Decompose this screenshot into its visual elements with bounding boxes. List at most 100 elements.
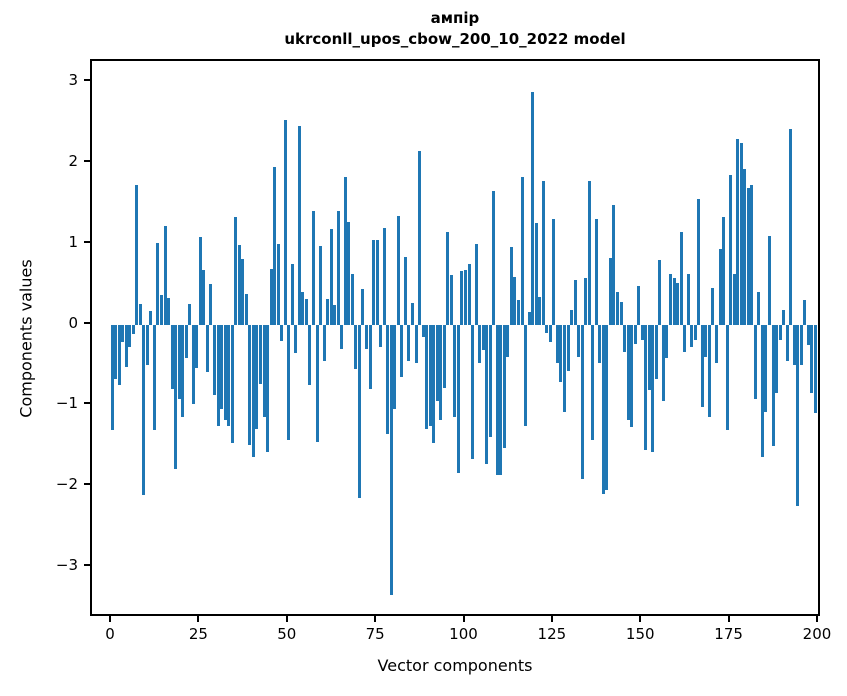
bar xyxy=(562,324,566,412)
bar xyxy=(725,324,729,431)
bar xyxy=(471,324,475,459)
bar xyxy=(181,324,185,417)
bar xyxy=(418,150,422,325)
bar xyxy=(258,324,262,384)
bar xyxy=(262,324,266,417)
y-tick-mark xyxy=(84,402,90,405)
bar xyxy=(428,324,432,426)
x-tick-label: 50 xyxy=(277,625,297,643)
bar xyxy=(502,324,506,449)
bar xyxy=(700,324,704,407)
bar xyxy=(796,324,800,506)
bar xyxy=(591,324,595,441)
x-tick-mark xyxy=(109,616,111,622)
x-tick-label: 0 xyxy=(105,625,115,643)
y-tick-label: −3 xyxy=(55,556,78,575)
bar xyxy=(432,324,436,444)
bar xyxy=(633,324,637,344)
bar xyxy=(237,245,241,325)
bar xyxy=(124,324,128,367)
bar xyxy=(202,269,206,325)
bar xyxy=(517,300,521,325)
bar xyxy=(637,285,641,325)
bar xyxy=(347,221,351,325)
bar xyxy=(559,324,563,382)
bar xyxy=(729,174,733,325)
bar xyxy=(439,324,443,420)
bar xyxy=(683,324,687,353)
bar xyxy=(304,298,308,325)
bar xyxy=(283,120,287,325)
x-tick-mark xyxy=(639,616,642,622)
y-tick-mark xyxy=(84,564,90,567)
bar xyxy=(478,324,482,364)
bar xyxy=(287,324,291,441)
bar xyxy=(661,324,665,402)
y-tick-mark xyxy=(84,321,90,324)
bar xyxy=(739,142,743,325)
bar xyxy=(711,288,715,325)
bar xyxy=(449,275,453,325)
bar xyxy=(619,301,623,325)
bar xyxy=(513,276,517,325)
bar xyxy=(584,278,588,325)
x-tick-label: 175 xyxy=(714,625,743,643)
bar xyxy=(799,324,803,365)
bar xyxy=(640,324,644,340)
bar xyxy=(538,297,542,325)
bar xyxy=(138,303,142,325)
bar xyxy=(714,324,718,364)
bar xyxy=(294,324,298,353)
bar xyxy=(743,169,747,325)
bar xyxy=(753,324,757,399)
bar xyxy=(509,246,513,325)
x-tick-mark xyxy=(727,616,730,622)
bar xyxy=(421,324,425,337)
bar xyxy=(170,324,174,390)
bar xyxy=(750,185,754,325)
bar xyxy=(319,246,323,325)
x-tick-mark xyxy=(816,616,818,622)
bar xyxy=(495,324,499,475)
bar xyxy=(244,293,248,325)
bar xyxy=(135,185,139,325)
bar xyxy=(757,292,761,325)
x-axis-label: Vector components xyxy=(377,656,533,675)
bar xyxy=(665,324,669,359)
bar xyxy=(121,324,125,342)
x-tick-label: 25 xyxy=(188,625,208,643)
bar xyxy=(251,324,255,458)
bar xyxy=(301,292,305,325)
bar xyxy=(403,257,407,325)
bar xyxy=(570,309,574,325)
bar xyxy=(322,324,326,361)
bar xyxy=(697,199,701,325)
x-tick-label: 150 xyxy=(625,625,655,643)
bar xyxy=(577,324,581,357)
bar xyxy=(488,324,492,437)
bar xyxy=(280,324,284,341)
bar xyxy=(626,324,630,420)
bar xyxy=(382,227,386,325)
y-tick-label: −1 xyxy=(55,394,78,413)
bar xyxy=(732,274,736,325)
bar xyxy=(792,324,796,365)
bar xyxy=(273,166,277,325)
bar xyxy=(764,324,768,412)
bar xyxy=(679,231,683,325)
bar xyxy=(343,176,347,325)
bar xyxy=(156,242,160,325)
bar xyxy=(612,204,616,325)
bar xyxy=(425,324,429,429)
bar xyxy=(722,217,726,325)
bar xyxy=(594,218,598,325)
bar xyxy=(686,273,690,325)
bar xyxy=(580,324,584,479)
bar xyxy=(396,216,400,325)
bar xyxy=(248,324,252,445)
bar xyxy=(524,324,528,426)
bar xyxy=(340,324,344,349)
bar xyxy=(357,324,361,498)
bar xyxy=(456,324,460,474)
bar xyxy=(266,324,270,453)
